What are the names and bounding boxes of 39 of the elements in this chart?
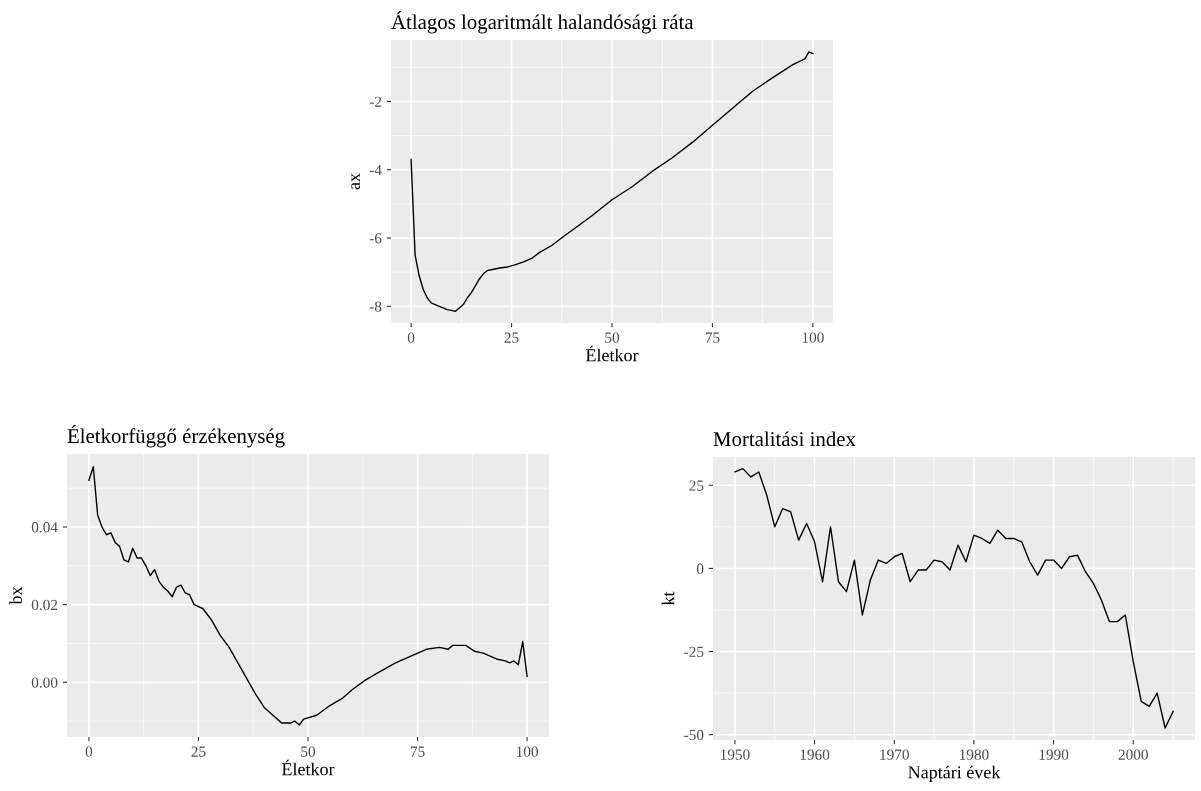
x-tick-label: 100: [802, 332, 824, 343]
y-tick-label: -25: [684, 646, 704, 657]
chart-title: Átlagos logaritmált halandósági ráta: [391, 11, 694, 34]
line-series: [88, 466, 528, 726]
x-axis-title: Életkor: [585, 345, 639, 362]
y-tick-label: 0.02: [31, 599, 58, 611]
y-tick-label: 0: [696, 563, 704, 574]
y-tick-label: 0.04: [31, 522, 58, 533]
x-tick-label: 75: [410, 746, 425, 757]
y-tick-label: 25: [689, 480, 704, 491]
x-tick-label: 1960: [800, 749, 830, 760]
y-axis-title: bx: [9, 586, 23, 605]
y-tick-label: -2: [369, 96, 382, 107]
chart-title: Életkorfüggő érzékenység: [67, 425, 285, 448]
y-tick-label: -50: [684, 729, 704, 741]
line-series: [410, 51, 814, 313]
x-axis-title: Naptári évek: [908, 765, 1001, 783]
x-tick-label: 1950: [720, 749, 750, 760]
x-tick-label: 1980: [959, 749, 989, 760]
x-tick-label: 1970: [880, 749, 909, 760]
x-tick-label: 0: [85, 746, 93, 757]
x-tick-label: 50: [301, 746, 316, 757]
x-tick-label: 2000: [1118, 749, 1148, 760]
y-tick-label: 0.00: [31, 677, 58, 688]
x-tick-label: 25: [504, 332, 519, 343]
x-tick-label: 75: [705, 332, 720, 343]
y-axis-title: kt: [661, 591, 675, 606]
y-tick-label: -6: [369, 233, 382, 244]
chart-title: Mortalitási index: [713, 431, 856, 447]
line-series: [734, 467, 1174, 729]
y-tick-label: -4: [369, 164, 382, 176]
x-axis-title: Életkor: [281, 759, 335, 776]
x-tick-label: 100: [516, 746, 538, 757]
x-tick-label: 0: [407, 332, 415, 343]
x-tick-label: 1990: [1039, 749, 1069, 760]
y-axis-title: ax: [351, 173, 361, 190]
y-tick-label: -8: [369, 301, 382, 312]
x-tick-label: 50: [605, 332, 620, 343]
x-tick-label: 25: [191, 746, 206, 757]
